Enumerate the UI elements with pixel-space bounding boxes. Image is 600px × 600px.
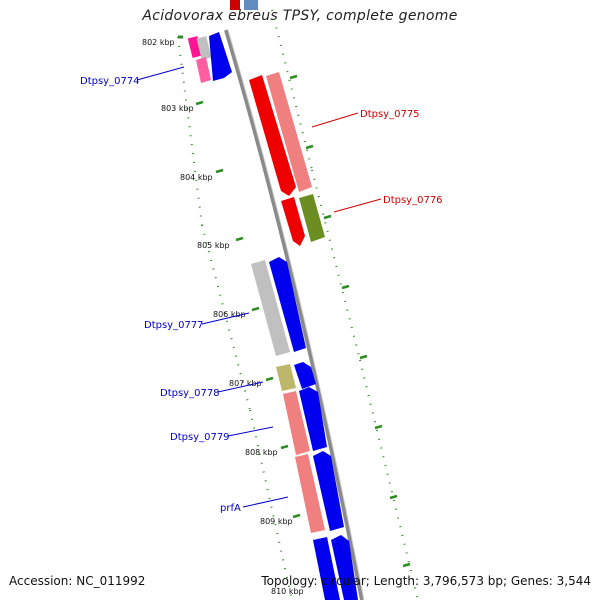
cds-0779[interactable] xyxy=(299,387,327,451)
gene-label-0779[interactable]: Dtpsy_0779 xyxy=(170,432,230,443)
gene-label-0776[interactable]: Dtpsy_0776 xyxy=(383,195,443,206)
leader-0778 xyxy=(217,381,264,393)
kbp-804: 804 kbp xyxy=(180,173,213,182)
inner-tick-ring xyxy=(177,35,301,600)
gene-label-0774[interactable]: Dtpsy_0774 xyxy=(80,76,140,87)
leader-0776 xyxy=(333,198,382,213)
cog-box-0776[interactable] xyxy=(299,194,325,242)
cog-box-magenta-2 xyxy=(196,57,211,83)
outer-tick-ring xyxy=(271,9,419,600)
genome-summary: Topology: circular; Length: 3,796,573 bp… xyxy=(261,574,591,588)
cog-box-0778[interactable] xyxy=(276,364,296,391)
kbp-802: 802 kbp xyxy=(142,38,175,47)
cog-box-0775[interactable] xyxy=(266,72,312,192)
gene-label-0777[interactable]: Dtpsy_0777 xyxy=(144,320,204,331)
cds-0775[interactable] xyxy=(249,75,296,196)
cog-box-gray-0774[interactable] xyxy=(196,36,212,60)
cds-0777[interactable] xyxy=(269,257,306,352)
cds-bottom-2[interactable] xyxy=(331,535,358,600)
kbp-810: 810 kbp xyxy=(271,587,304,596)
accession-text: Accession: NC_011992 xyxy=(9,574,146,588)
leader-0774 xyxy=(136,66,185,81)
kbp-803: 803 kbp xyxy=(161,104,194,113)
kbp-809: 809 kbp xyxy=(260,517,293,526)
gene-label-0775[interactable]: Dtpsy_0775 xyxy=(360,109,420,120)
cog-box-prfa[interactable] xyxy=(295,454,325,533)
kbp-806: 806 kbp xyxy=(213,310,246,319)
genome-backbone xyxy=(224,29,364,600)
kbp-807: 807 kbp xyxy=(229,379,262,388)
cds-bottom-1[interactable] xyxy=(313,537,340,600)
map-title: Acidovorax ebreus TPSY, complete genome xyxy=(142,8,458,24)
leader-0779 xyxy=(227,426,274,437)
fragment-red-top xyxy=(230,0,240,10)
gene-label-0778[interactable]: Dtpsy_0778 xyxy=(160,388,220,399)
gene-label-prfa[interactable]: prfA xyxy=(220,503,241,514)
fragment-blue-top xyxy=(244,0,258,10)
cog-box-0779[interactable] xyxy=(283,391,310,455)
cds-0774[interactable] xyxy=(209,32,232,81)
cds-prfa[interactable] xyxy=(313,451,344,531)
kbp-808: 808 kbp xyxy=(245,448,278,457)
cds-0776[interactable] xyxy=(281,197,305,246)
kbp-805: 805 kbp xyxy=(197,241,230,250)
leader-0775 xyxy=(311,112,359,128)
leader-0777 xyxy=(201,312,250,325)
leader-prfa xyxy=(242,496,289,508)
cog-box-0777[interactable] xyxy=(251,260,290,356)
cds-0778[interactable] xyxy=(294,362,316,389)
